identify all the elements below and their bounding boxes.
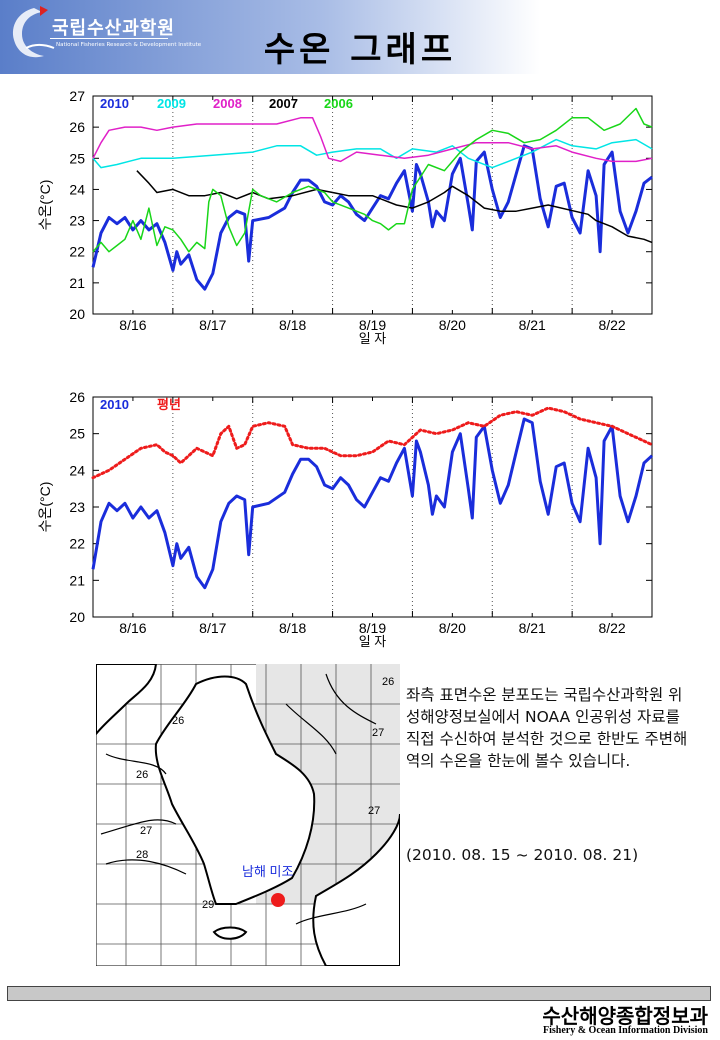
legend-entry: 2007 (269, 96, 298, 111)
plot-area (92, 95, 653, 315)
contour-label: 28 (136, 849, 148, 861)
series-line (91, 417, 654, 590)
korean-peninsula (154, 675, 316, 905)
x-tick-label: 8/17 (199, 317, 226, 333)
jeju-island (212, 926, 248, 940)
contour-label: 26 (172, 715, 184, 727)
legend-entry: 2010 (100, 96, 129, 111)
x-axis-label: 일 자 (359, 634, 387, 649)
y-tick-label: 20 (69, 306, 85, 322)
water-temp-vs-normal-chart: 20 21 22 23 24 25 26 8/16 8/17 8/18 8/19 8/20 8/21 8/… (37, 389, 654, 649)
y-tick-label: 25 (69, 150, 85, 166)
legend-entry: 2008 (213, 96, 242, 111)
y-tick-label: 23 (69, 213, 85, 229)
x-axis-label: 일 자 (359, 331, 387, 346)
x-tick-label: 8/18 (279, 620, 306, 636)
y-tick-label: 23 (69, 499, 85, 515)
header-band (0, 0, 720, 74)
y-tick-label: 26 (69, 119, 85, 135)
institute-english-name: National Fisheries Research & Developmen… (56, 42, 202, 48)
x-tick-label: 8/16 (119, 620, 146, 636)
contour-label: 27 (368, 805, 380, 817)
plot-area (92, 396, 653, 618)
marker-label: 남해 미조 (242, 864, 293, 879)
page-title: 수온 그래프 (263, 30, 457, 70)
series-line (92, 138, 653, 169)
y-tick-label: 26 (69, 389, 85, 405)
series-line (91, 144, 653, 291)
legend-entry: 2010 (100, 397, 129, 412)
japan-coast (312, 813, 400, 966)
x-tick-label: 8/18 (279, 317, 306, 333)
x-tick-label: 8/20 (439, 620, 466, 636)
contour-label: 26 (136, 769, 148, 781)
x-tick-label: 8/17 (199, 620, 226, 636)
contour-label: 26 (382, 676, 394, 688)
y-tick-label: 24 (69, 181, 85, 197)
sst-distribution-map: 26 27 26 27 28 29 26 27 남해 미조 (96, 664, 400, 966)
x-tick-label: 8/20 (439, 317, 466, 333)
y-tick-label: 25 (69, 426, 85, 442)
y-tick-label: 22 (69, 244, 85, 260)
y-tick-label: 21 (69, 275, 85, 291)
legend-entry: 2006 (324, 96, 353, 111)
y-axis-label: 수온(°C) (37, 482, 53, 533)
y-tick-label: 24 (69, 462, 85, 478)
contour-label: 27 (372, 727, 384, 739)
location-marker (271, 893, 285, 907)
y-tick-label: 20 (69, 609, 85, 625)
contour-labels: 26 27 26 27 28 29 26 27 (136, 676, 394, 911)
x-tick-label: 8/19 (359, 620, 386, 636)
x-tick-label: 8/21 (519, 317, 546, 333)
division-english-name: Fishery & Ocean Information Division (543, 1025, 708, 1036)
map-description: 좌측 표면수온 분포도는 국립수산과학원 위성해양정보실에서 NOAA 인공위성… (406, 686, 688, 770)
y-axis-label: 수온(°C) (37, 180, 53, 231)
series-line (92, 117, 653, 163)
water-temp-multi-year-chart: 20 21 22 23 24 25 26 27 8/16 8/17 8/18 8/19 8/20 8/21… (37, 88, 653, 346)
contour-lines (100, 673, 377, 925)
x-tick-label: 8/19 (359, 317, 386, 333)
y-tick-label: 21 (69, 572, 85, 588)
observation-period: (2010. 08. 15 ~ 2010. 08. 21) (406, 846, 639, 864)
y-tick-label: 27 (69, 88, 85, 104)
legend-entry: 2009 (157, 96, 186, 111)
series-line (91, 406, 654, 480)
china-coast (96, 664, 158, 736)
y-tick-label: 22 (69, 536, 85, 552)
x-tick-label: 8/21 (519, 620, 546, 636)
contour-label: 27 (140, 825, 152, 837)
logo-divider (50, 38, 168, 39)
footer-divider-bar (7, 986, 711, 1001)
contour-label: 29 (202, 899, 214, 911)
division-name: 수산해양종합정보과 (542, 1004, 708, 1028)
legend-entry: 평년 (157, 397, 181, 412)
x-tick-label: 8/22 (598, 620, 625, 636)
institute-logo-icon (12, 6, 55, 58)
series-line (136, 170, 653, 244)
x-tick-label: 8/22 (598, 317, 625, 333)
institute-name: 국립수산과학원 (52, 18, 175, 39)
series-line (92, 107, 653, 253)
x-tick-label: 8/16 (119, 317, 146, 333)
